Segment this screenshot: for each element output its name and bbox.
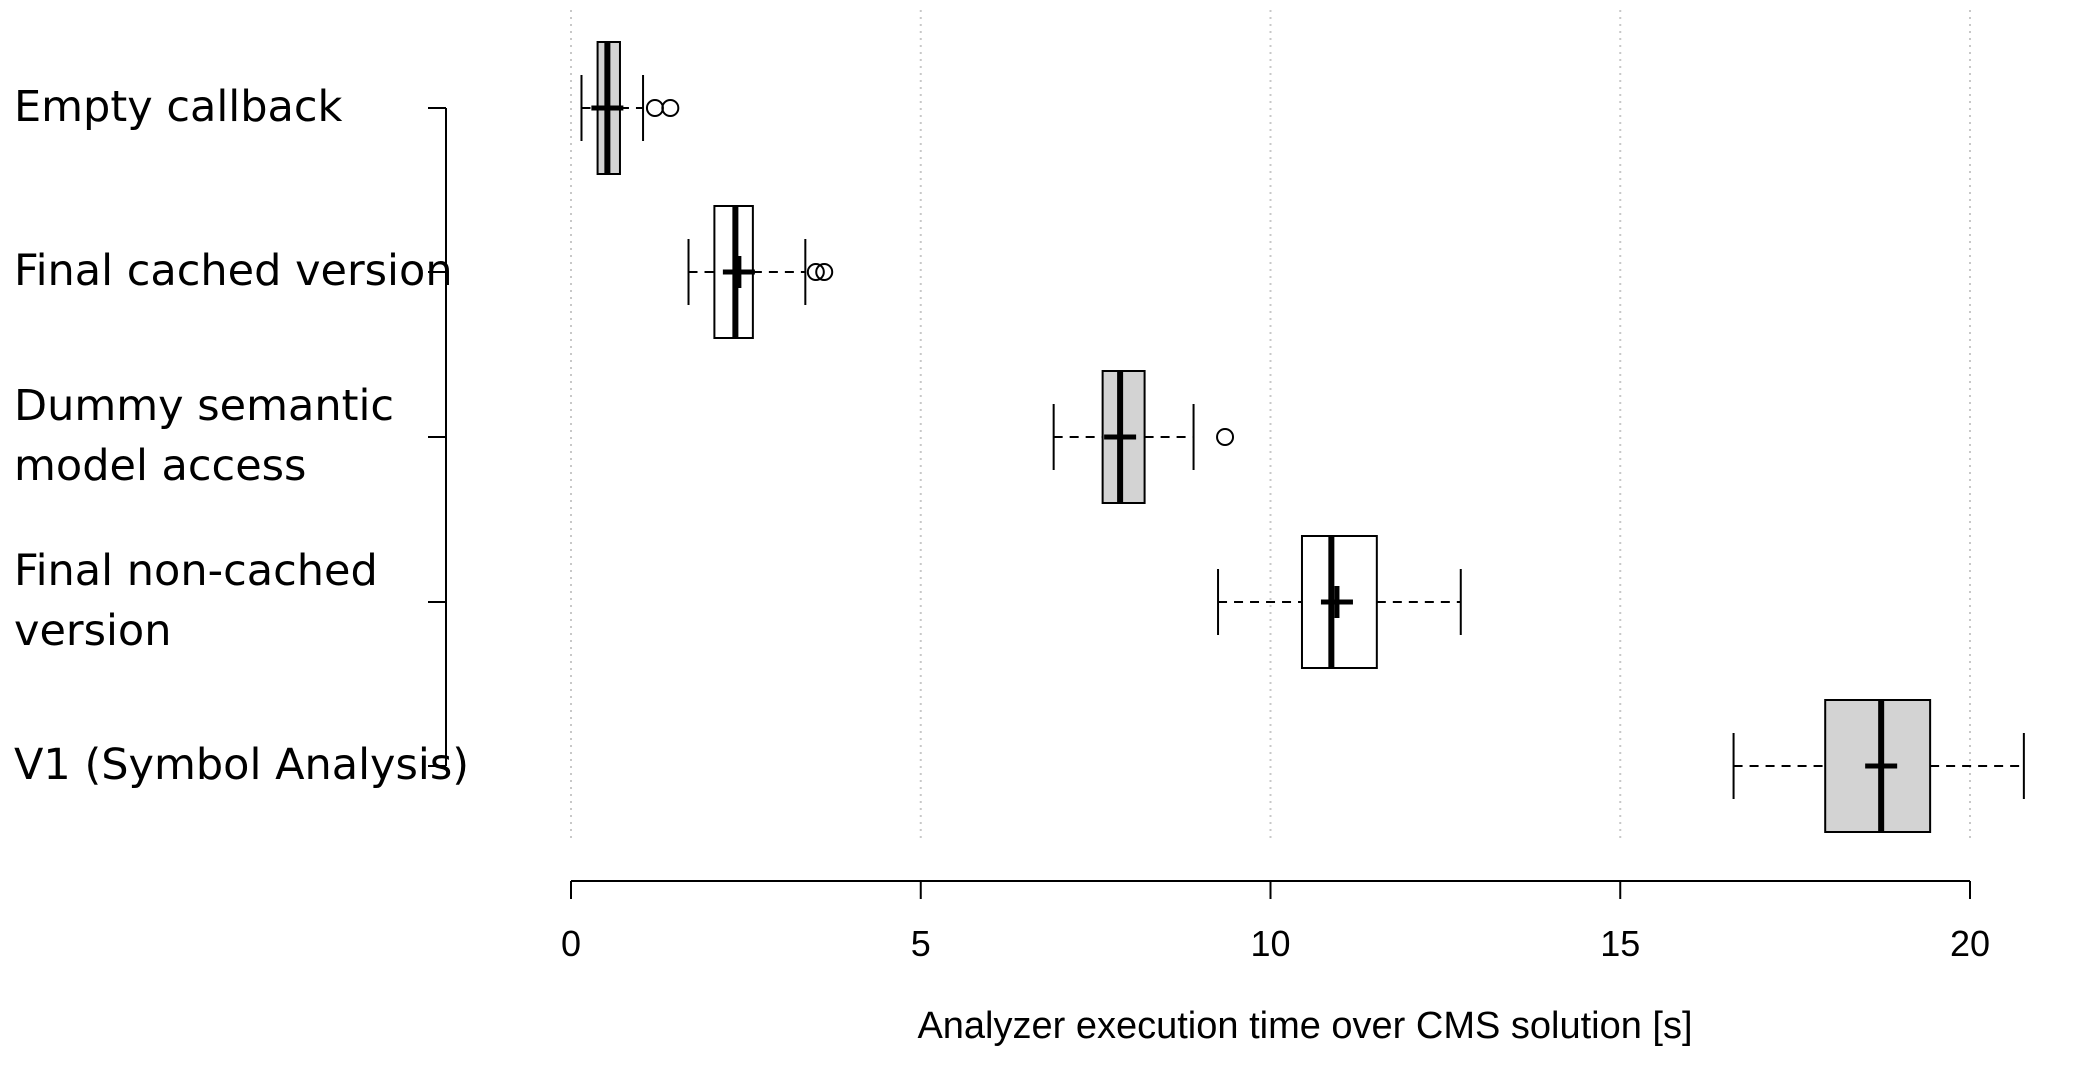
y-axis: Empty callback Final cached version Dummy … [14, 82, 469, 790]
box-group [1732, 699, 2025, 833]
outlier-point [806, 263, 825, 281]
category-label: V1 (Symbol Analysis) [14, 740, 469, 790]
grid-lines [570, 10, 1971, 843]
outlier-point [815, 263, 834, 281]
category-label: model access [14, 441, 306, 491]
box-group [687, 205, 834, 339]
x-tick-label: 0 [561, 923, 581, 964]
category-label: Final cached version [14, 246, 453, 296]
x-axis: 0 5 10 15 20 [561, 880, 1990, 964]
box-group [1217, 535, 1462, 669]
box-group [580, 41, 680, 175]
category-label: version [14, 606, 172, 656]
x-tick-label: 5 [911, 923, 931, 964]
x-tick-label: 20 [1950, 923, 1990, 964]
x-tick-label: 10 [1250, 923, 1290, 964]
outlier-point [661, 99, 680, 117]
category-label: Empty callback [14, 82, 342, 132]
boxes [580, 41, 2025, 833]
x-axis-title: Analyzer execution time over CMS solutio… [917, 1005, 1692, 1047]
outlier-point [645, 99, 664, 117]
outlier-point [1216, 428, 1235, 446]
x-tick-label: 15 [1600, 923, 1640, 964]
box-group [1052, 370, 1235, 504]
category-label: Final non-cached [14, 546, 378, 596]
category-label: Dummy semantic [14, 381, 394, 431]
